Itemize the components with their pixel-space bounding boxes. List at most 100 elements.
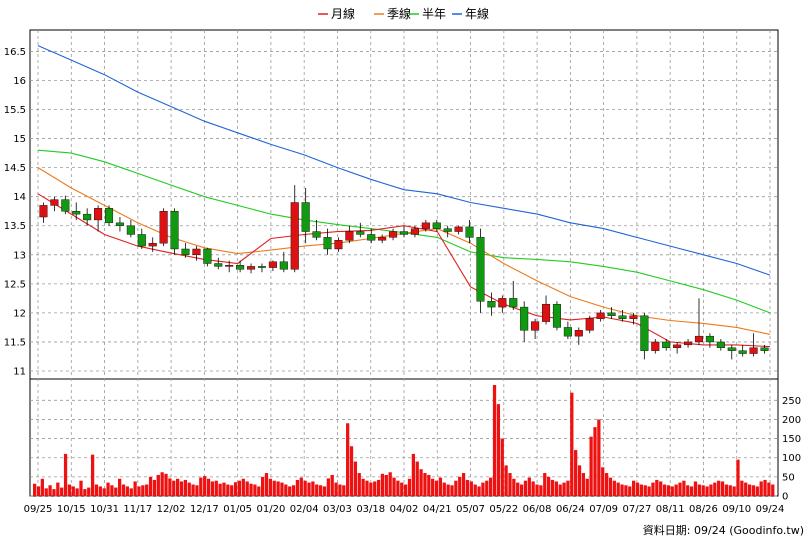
volume-bar — [346, 423, 350, 496]
volume-bar — [71, 486, 75, 496]
volume-bar — [620, 484, 624, 496]
volume-bar — [326, 478, 330, 496]
volume-bar — [191, 484, 195, 496]
candle-body — [727, 347, 736, 351]
volume-bar — [264, 473, 269, 496]
volume-bar — [261, 476, 265, 496]
candle-body — [345, 231, 354, 241]
legend-item-monthly: 月線 — [318, 6, 355, 21]
volume-bar — [407, 478, 412, 496]
volume-bar — [597, 419, 601, 496]
volume-bar — [751, 485, 756, 496]
volume-bar — [759, 481, 763, 496]
price-tick-label: 15 — [13, 134, 26, 145]
volume-bar — [662, 484, 667, 496]
volume-bar — [755, 486, 759, 496]
volume-bar — [639, 484, 644, 496]
candle-body — [378, 237, 387, 241]
volume-bar — [566, 480, 570, 496]
price-tick-label: 14 — [13, 192, 26, 203]
volume-bar — [210, 481, 215, 496]
volume-bar — [546, 476, 551, 496]
volume-bar — [392, 477, 396, 496]
candle-body — [39, 205, 48, 218]
legend-label-monthly: 月線 — [331, 6, 355, 21]
volume-bar — [732, 486, 736, 496]
candle-body — [236, 265, 245, 270]
volume-tick-label: 150 — [782, 434, 801, 445]
volume-bar — [33, 483, 37, 496]
volume-bar — [222, 482, 226, 496]
volume-bar — [628, 486, 632, 496]
volume-bar — [419, 469, 423, 496]
volume-bar — [550, 479, 555, 496]
volume-bar — [396, 480, 400, 496]
volume-bar — [431, 478, 435, 496]
volume-bar — [589, 436, 593, 496]
volume-bar — [705, 486, 709, 496]
price-tick-label: 13.5 — [4, 221, 26, 232]
candle-body — [290, 202, 299, 270]
candle-body — [225, 265, 234, 267]
volume-bar — [56, 482, 60, 496]
volume-bar — [512, 478, 516, 496]
date-tick-label: 01/20 — [256, 504, 285, 515]
volume-bar — [616, 482, 620, 496]
candle-body — [432, 222, 441, 229]
volume-bar — [249, 483, 253, 496]
candle-body — [738, 350, 747, 354]
volume-bar — [276, 481, 280, 496]
volume-bar — [338, 484, 342, 496]
volume-bar — [230, 485, 234, 496]
volume-bar — [581, 473, 586, 496]
legend-label-quarterly: 季線 — [387, 6, 411, 21]
candle-body — [72, 211, 81, 215]
candle-body — [531, 321, 540, 331]
volume-bar — [674, 484, 678, 496]
volume-bar — [670, 486, 674, 496]
price-tick-label: 13 — [13, 250, 26, 261]
candle-body — [257, 266, 266, 268]
volume-bar — [458, 476, 462, 496]
price-tick-label: 12 — [13, 308, 26, 319]
volume-bar — [380, 473, 385, 496]
volume-bar — [195, 485, 199, 496]
volume-bar — [558, 484, 562, 496]
candle-body — [268, 261, 277, 268]
candle-body — [684, 341, 693, 346]
legend-item-halfyear: 半年 — [409, 7, 446, 21]
candle-body — [552, 303, 561, 328]
candle-body — [509, 298, 518, 308]
volume-bar — [133, 481, 137, 496]
volume-bar — [689, 486, 694, 496]
legend-label-halfyear: 半年 — [422, 7, 446, 21]
volume-bar — [404, 484, 408, 496]
candle-body — [61, 199, 70, 212]
volume-bar — [713, 482, 717, 496]
date-tick-label: 09/24 — [756, 504, 785, 515]
date-tick-label: 03/18 — [356, 504, 385, 515]
candle-body — [367, 234, 376, 241]
volume-bar — [361, 478, 365, 496]
volume-bar — [307, 482, 311, 496]
volume-bar — [701, 485, 705, 496]
volume-bar — [604, 473, 609, 496]
volume-bar — [473, 484, 477, 496]
candle-body — [607, 312, 616, 317]
volume-bar — [179, 481, 184, 496]
legend-item-quarterly: 季線 — [374, 6, 411, 21]
volume-bar — [655, 479, 659, 496]
volume-bar — [643, 485, 647, 496]
date-tick-label: 05/07 — [456, 504, 485, 515]
price-tick-label: 11 — [13, 367, 26, 378]
price-axis: 16.5 16 15.5 15 14.5 14 13.5 13 12.5 12 11.5 11 — [4, 47, 26, 378]
volume-bar — [110, 485, 114, 496]
volume-bar — [612, 480, 616, 496]
volume-bar — [175, 478, 180, 496]
volume-bar — [245, 481, 249, 496]
volume-bar — [624, 485, 628, 496]
date-tick-label: 04/21 — [423, 504, 452, 515]
volume-bar — [647, 486, 651, 496]
volume-bar — [388, 472, 392, 496]
